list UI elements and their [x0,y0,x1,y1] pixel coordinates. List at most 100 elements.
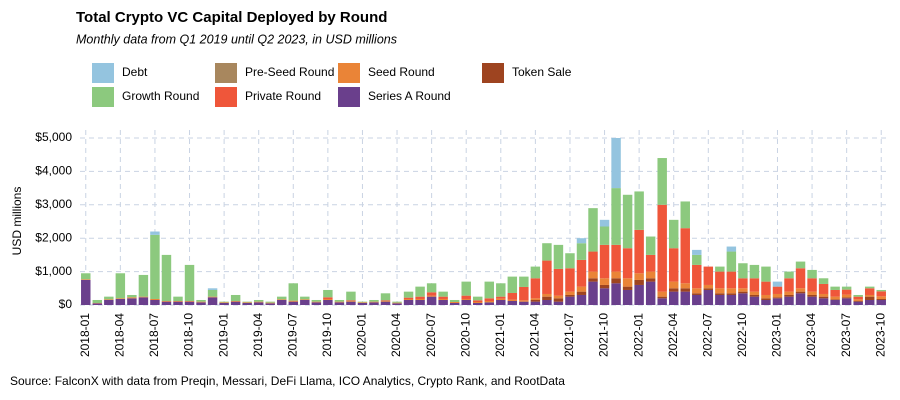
bar-segment [588,208,598,252]
bar-segment [795,261,806,269]
bar-segment [622,278,633,287]
bar-segment [265,302,275,304]
bar-segment [749,264,760,279]
bar-segment [323,299,333,305]
bar-segment [415,299,425,305]
bar-segment [772,297,783,299]
bar-segment [81,279,91,280]
bar-segment [599,288,610,305]
bar-segment [519,300,529,302]
bar-segment [864,296,875,300]
bar-segment [288,301,299,305]
bar-segment [127,298,137,305]
bar-segment [300,296,310,300]
bar-segment [392,302,402,304]
bar-segment [392,303,402,305]
bar-segment [542,293,552,297]
bar-segment [692,288,702,294]
bar-segment [300,299,310,300]
bar-segment [703,266,714,285]
bar-segment [703,289,714,305]
bar-segment [657,291,667,297]
bar-segment [104,299,114,305]
x-tick-label: 2019-10 [320,313,334,357]
bar-segment [461,295,471,299]
bar-segment [357,302,368,305]
bar-segment [588,251,598,272]
bar-segment [530,266,541,279]
x-tick-label: 2022-10 [735,313,749,357]
bar-segment [749,296,760,305]
bar-segment [553,298,564,302]
bar-segment [81,273,91,280]
legend-label: Debt [122,65,148,79]
bar-segment [449,299,460,302]
bar-segment [622,194,633,249]
bar-segment [253,302,264,305]
bar-segment [680,228,690,284]
bar-segment [300,299,310,305]
bar-segment [738,278,748,289]
bar-segment [645,281,656,305]
bar-segment [876,291,886,297]
bar-segment [565,253,575,269]
bar-segment [461,299,471,305]
bar-segment [830,299,840,300]
bar-segment [553,301,564,305]
bar-segment [403,297,414,299]
legend-label: Token Sale [512,65,572,79]
bar-segment [553,268,564,296]
bar-segment [484,281,494,299]
bar-segment [207,288,218,290]
bar-segment [184,301,195,305]
bar-segment [369,302,379,305]
bar-segment [795,293,806,305]
bar-segment [657,158,667,205]
y-tick-label: $0 [59,297,73,311]
bar-segment [599,278,610,285]
bar-segment [692,294,702,305]
bar-segment [438,291,448,297]
x-tick-label: 2021-07 [562,313,576,357]
bar-segment [461,298,471,300]
bar-segment [253,301,264,303]
bar-segment [173,300,183,302]
bar-segment [346,301,356,305]
chart-title: Total Crypto VC Capital Deployed by Roun… [76,9,387,26]
bar-segment [173,296,183,301]
bar-segment [657,296,667,299]
bar-segment [726,271,737,289]
bar-segment [461,281,471,296]
bar-segment [81,279,91,305]
bar-segment [576,243,587,260]
bar-segment [380,293,391,301]
bar-segment [565,294,575,297]
bar-segment [830,296,840,300]
bar-segment [680,283,690,289]
bar-segment [738,288,748,292]
bar-segment [830,289,840,297]
bar-segment [496,283,506,297]
bar-segment [634,229,644,274]
bar-segment [403,298,414,300]
bar-segment [853,300,863,302]
bar-segment [876,298,886,300]
bar-segment [599,244,610,279]
bar-segment [692,264,702,289]
y-axis-label: USD millions [10,187,24,256]
bar-segment [611,278,621,284]
bar-segment [415,286,425,297]
bar-segment [380,300,391,301]
bar-segment [715,288,725,294]
bar-segment [841,294,852,298]
bar-segment [346,300,356,302]
bar-segment [818,278,829,284]
bar-segment [634,191,644,230]
legend-swatch [338,87,360,107]
bar-segment [207,297,218,305]
bar-segment [645,271,656,279]
bar-segment [611,244,621,272]
y-tick-label: $4,000 [35,164,72,178]
bar-segment [334,302,345,305]
bar-segment [230,294,241,301]
